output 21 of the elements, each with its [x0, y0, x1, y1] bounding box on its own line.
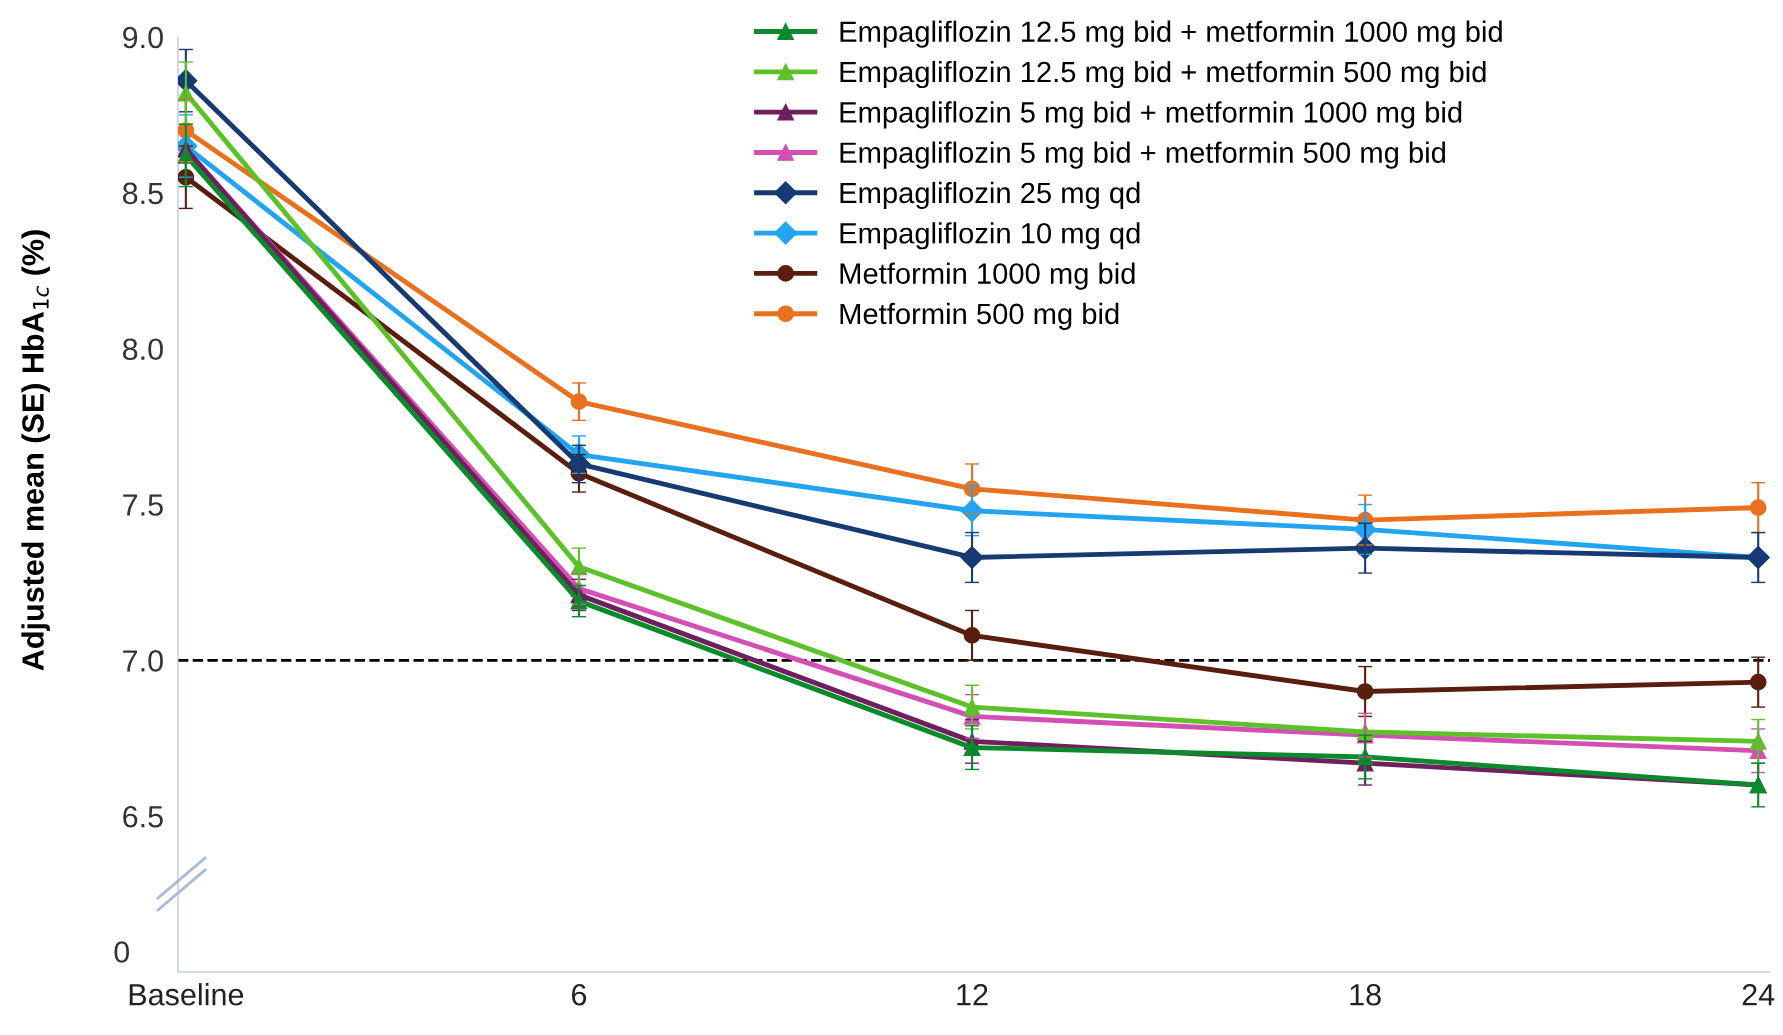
legend-label: Empagliflozin 12.5 mg bid + metformin 1000 mg bid	[840, 20, 1502, 48]
y-tick-label: 9.0	[123, 26, 163, 49]
legend-label: Empagliflozin 5 mg bid + metformin 1000 mg bid	[840, 101, 1462, 129]
x-tick-label: 12	[957, 983, 988, 1006]
y-tick-label: 8.0	[122, 338, 163, 361]
x-tick-label: 24	[1742, 983, 1775, 1006]
y-tick-label: 7.5	[123, 494, 163, 516]
x-tick-label: 18	[1350, 983, 1381, 1006]
y-axis-title: Adjusted mean (SE) HbA$_{1c}$ (%)	[21, 230, 50, 671]
x-tick-label: Baseline	[129, 983, 244, 1006]
text: 0	[114, 941, 130, 963]
legend-label: Empagliflozin 12.5 mg bid + metformin 500 mg bid	[840, 60, 1486, 89]
x-tick-label: 6	[572, 983, 587, 1006]
y-tick-label: 7.0	[123, 650, 163, 672]
y-tick-label: 6.5	[123, 805, 163, 828]
legend-label: Empagliflozin 5 mg bid + metformin 500 mg bid	[840, 141, 1446, 169]
legend-label: Metformin 1000 mg bid	[840, 262, 1135, 290]
legend-label: Empagliflozin 25 mg qd	[840, 181, 1140, 210]
legend-label: Metformin 500 mg bid	[840, 302, 1119, 330]
y-tick-label: 8.5	[122, 182, 163, 205]
legend-label: Empagliflozin 10 mg qd	[840, 222, 1140, 250]
